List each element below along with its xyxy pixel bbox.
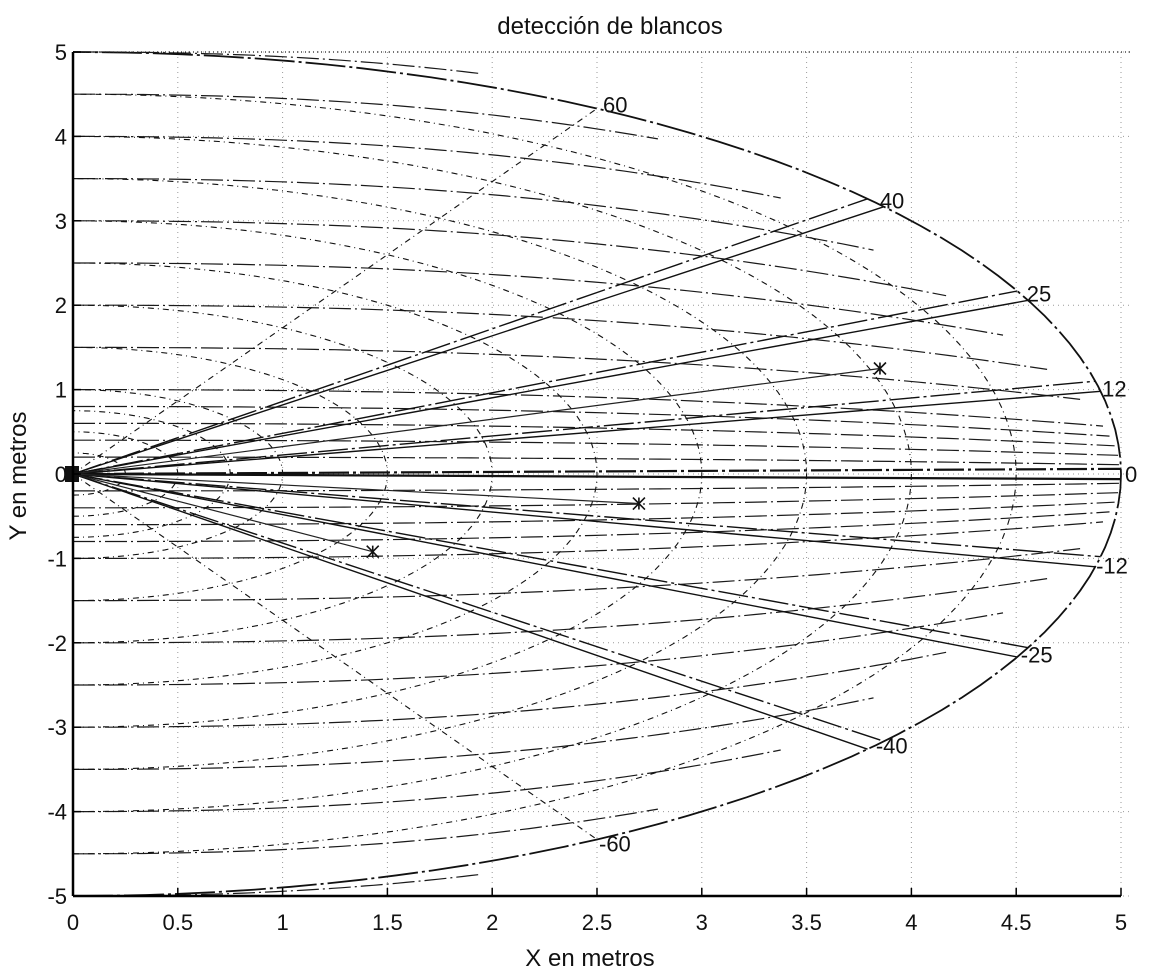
angle-ray [72,206,885,475]
x-tick-label: 4 [905,910,917,935]
offset-curve [73,521,1104,560]
angle-label: -60 [599,831,631,856]
angle-ray [72,380,1096,475]
range-ring [72,346,388,602]
angle-ray [72,299,1029,475]
y-tick-label: 2 [55,293,67,318]
angle-label: 0 [1125,462,1137,487]
offset-curve [73,501,1115,526]
y-tick-label: -2 [47,631,67,656]
offset-curve [73,511,1110,543]
angle-label: 40 [880,189,904,214]
offset-curve [73,304,1048,370]
offset-curve [73,749,781,813]
offset-curve [73,612,1004,686]
angle-label: 25 [1027,282,1051,307]
plot-axes [71,51,1133,898]
angle-label: -40 [876,733,908,758]
angle-ray [72,473,1018,658]
target-marker [366,545,380,559]
offset-curve [73,808,659,855]
offset-curve [73,422,1115,447]
offset-curve [73,874,479,897]
offset-curve [73,405,1110,437]
offset-curve [73,697,874,771]
y-tick-label: -1 [47,546,67,571]
angle-ray [72,473,1101,558]
y-tick-labels: 5 4 3 2 1 0 -1 -2 -3 -4 -5 [47,40,67,909]
range-ring [72,178,808,770]
y-tick-label: 1 [55,378,67,403]
angle-ray [72,473,1029,649]
angle-label: -12 [1096,554,1128,579]
angle-label: 60 [603,93,627,118]
offset-curve [73,548,1081,602]
offset-curve [73,220,947,297]
target-ray [72,367,881,475]
x-tick-label: 4.5 [1001,910,1032,935]
x-tick-label: 1 [276,910,288,935]
angle-ray [72,290,1018,475]
target-marker [632,496,646,511]
x-tick-label: 0 [67,910,79,935]
angle-label: -25 [1021,642,1053,667]
angle-ray [72,472,1121,481]
angle-ray [72,198,868,475]
y-tick-label: 3 [55,209,67,234]
range-ring [72,262,598,686]
offset-curve [73,651,947,728]
angle-ray [72,108,598,475]
y-tick-label: 4 [55,124,67,149]
detection-envelope [72,51,1122,897]
chart-title: detección de blancos [497,13,723,40]
x-tick-label: 3.5 [791,910,822,935]
offset-curve [73,346,1081,400]
target-ray [72,473,639,505]
offset-curve [73,178,874,251]
angle-ray [72,390,1101,475]
offset-curve [73,51,479,74]
angle-ray [72,473,598,840]
y-tick-label: -4 [47,800,67,825]
y-axis-label: Y en metros [5,412,32,541]
x-tick-label: 3 [696,910,708,935]
range-ring [72,220,703,728]
offset-curve [73,135,781,199]
offset-curve [73,482,1121,492]
x-tick-label: 0.5 [163,910,194,935]
x-axis-label: X en metros [525,945,654,972]
detected-targets [65,361,887,559]
offset-curve [73,93,659,140]
y-tick-label: -3 [47,715,67,740]
y-tick-label: 0 [55,462,67,487]
angle-ray [72,467,1121,476]
y-tick-label: -5 [47,884,67,909]
offset-curve [73,262,1004,336]
offset-curve [73,389,1104,427]
angle-ray [72,473,868,750]
offset-curve [73,492,1119,509]
x-tick-label: 5 [1115,910,1127,935]
offset-curve [73,578,1048,644]
angle-ray [72,473,885,742]
offset-curve [73,456,1121,466]
x-tick-label: 1.5 [372,910,403,935]
x-tick-labels: 0 0.5 1 1.5 2 2.5 3 3.5 4 4.5 5 [67,910,1127,935]
offset-curves [73,51,1121,897]
target-ray [72,473,373,553]
target-marker [873,361,887,376]
angle-rays: 60 40 25 12 0 -12 -25 -40 -60 [72,93,1137,856]
angle-ray [72,473,1096,568]
x-tick-label: 2 [486,910,498,935]
angle-label: 12 [1102,376,1126,401]
y-tick-label: 5 [55,40,67,65]
x-tick-label: 2.5 [582,910,613,935]
